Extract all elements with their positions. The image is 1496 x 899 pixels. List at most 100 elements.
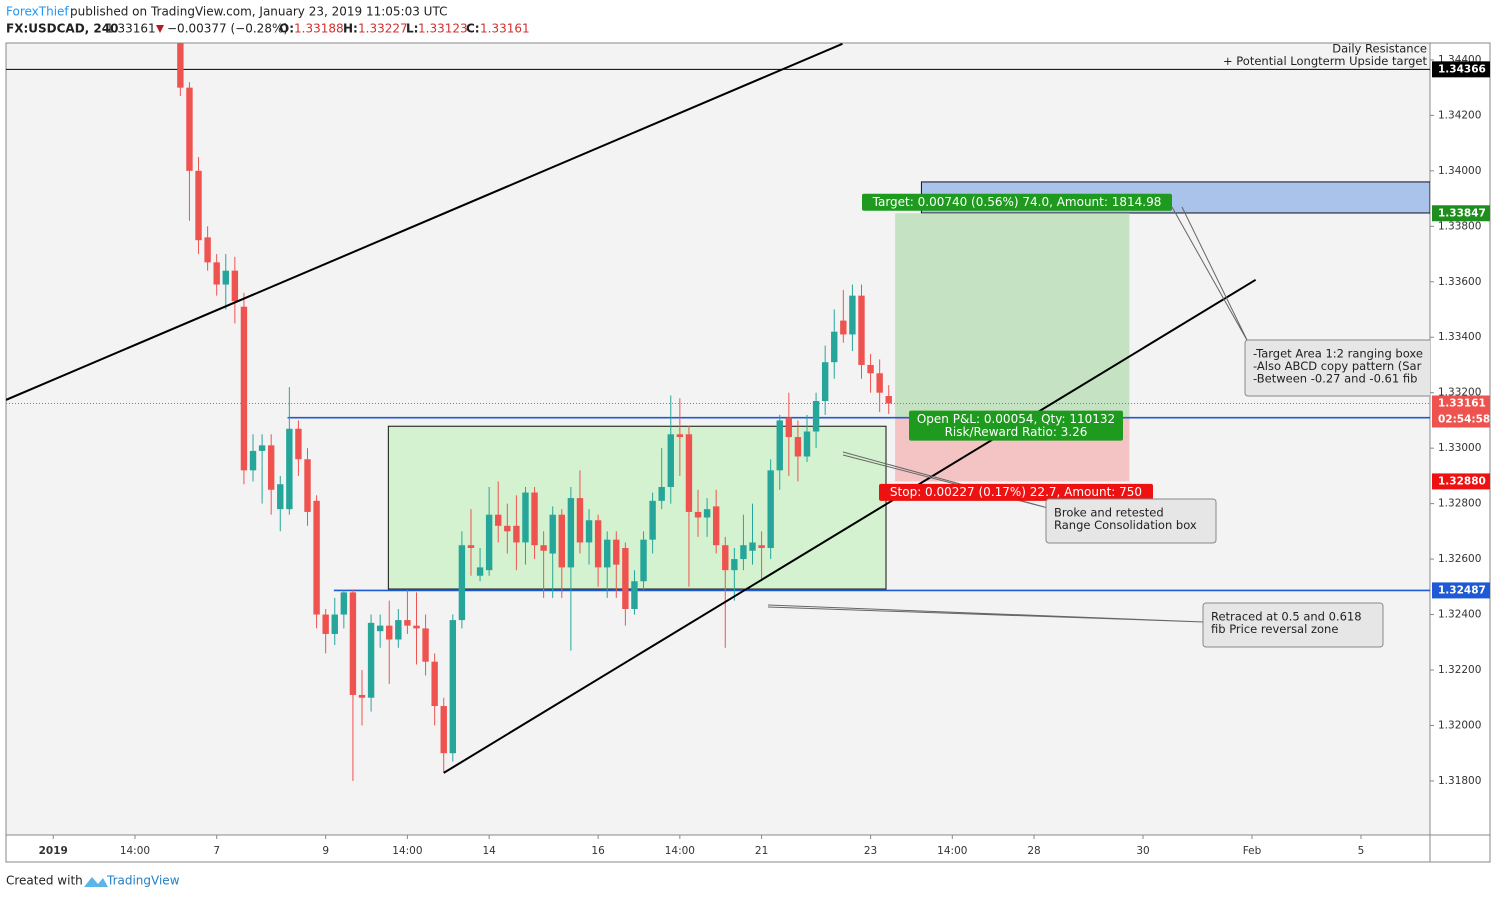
price-tag-label: 1.32487 (1438, 584, 1486, 596)
y-tick-label: 1.31800 (1438, 775, 1481, 787)
y-tick-label: 1.33400 (1438, 331, 1481, 343)
candle-body (858, 295, 865, 365)
price-tag (1432, 61, 1490, 78)
rr-label: Risk/Reward Ratio: 3.26 (945, 425, 1088, 439)
candle-body (449, 620, 457, 754)
candle-body (195, 170, 202, 241)
frame (5, 42, 1491, 863)
candle-body (631, 581, 638, 609)
candle-body (712, 506, 720, 546)
price-tag-label: 1.34366 (1438, 63, 1486, 75)
candle-body (885, 396, 892, 404)
x-tick-label: 14 (482, 845, 496, 857)
candle-body (776, 420, 783, 471)
countdown-label: 02:54:58 (1438, 414, 1490, 426)
candle-body (794, 437, 802, 457)
y-tick-label: 1.32400 (1438, 609, 1481, 621)
candle-body (358, 694, 366, 698)
candle-body (476, 567, 484, 576)
down-icon (156, 25, 164, 33)
candle-body (177, 43, 184, 88)
candle-body (458, 545, 466, 621)
x-tick-label: 14:00 (392, 845, 422, 857)
note-text: -Target Area 1:2 ranging boxe (1253, 347, 1423, 361)
note-text: -Also ABCD copy pattern (Sar (1253, 359, 1422, 373)
candle-body (349, 592, 357, 695)
candle-body (840, 320, 847, 335)
price-tag (1432, 473, 1490, 490)
x-tick-label: 14:00 (665, 845, 695, 857)
candle-body (812, 401, 820, 432)
candle-body (694, 511, 702, 518)
candle-body (267, 445, 275, 490)
candle-body (485, 514, 493, 571)
pnl-label: Open P&L: 0.00054, Qty: 110132 (917, 412, 1115, 426)
candle-body (367, 622, 375, 698)
position-label-bg (909, 410, 1123, 441)
target-label: Target: 0.00740 (0.56%) 74.0, Amount: 18… (872, 195, 1162, 209)
y-tick-label: 1.32800 (1438, 498, 1481, 510)
candle-body (831, 331, 838, 363)
open-value: 1.33188 (294, 22, 344, 36)
y-tick-label: 1.34000 (1438, 165, 1481, 177)
candle-body (767, 470, 774, 548)
logo (84, 877, 108, 887)
candle-body (431, 661, 438, 707)
x-tick-label: 21 (755, 845, 768, 857)
candle-body (513, 525, 520, 543)
countdown-tag (1432, 411, 1490, 428)
close-value: 1.33161 (480, 22, 530, 36)
x-tick-label: 5 (1358, 845, 1365, 857)
candle-body (876, 373, 883, 393)
candle-body (222, 270, 229, 285)
y-tick-label: 1.34200 (1438, 109, 1481, 121)
author: ForexThief (6, 5, 69, 19)
candle-body (240, 306, 248, 471)
price-tag (1432, 582, 1490, 599)
published: published on TradingView.com, January 23… (70, 5, 447, 19)
candle-body (331, 614, 338, 634)
note-text: Range Consolidation box (1054, 518, 1197, 532)
position-label-bg (862, 193, 1172, 211)
o-label: O: (279, 22, 294, 36)
h-label: H: (343, 22, 358, 36)
candle-body (395, 620, 402, 640)
candle-body (404, 620, 411, 626)
l-label: L: (406, 22, 418, 36)
candle-body (567, 498, 575, 568)
candle-body (740, 545, 747, 560)
candle-body (594, 520, 602, 568)
candle-body (649, 500, 656, 540)
stop-label: Stop: 0.00227 (0.17%) 22.7, Amount: 750 (890, 485, 1142, 499)
price-tag (1432, 205, 1490, 222)
footer-brand[interactable]: TradingView (106, 874, 180, 888)
note-box (1045, 498, 1217, 544)
candle-body (667, 434, 674, 487)
candle-body (313, 500, 320, 615)
candle-body (722, 545, 729, 571)
candle-body (231, 270, 239, 302)
resistance-text: + Potential Longterm Upside target (1223, 54, 1428, 68)
x-tick-label: Feb (1243, 845, 1262, 857)
candle-body (585, 520, 593, 543)
x-tick-label: 23 (864, 845, 877, 857)
candle-body (731, 559, 738, 571)
resistance-text: Daily Resistance (1332, 42, 1427, 56)
profit-zone (895, 213, 1130, 418)
note-text: Broke and retested (1054, 506, 1164, 520)
y-tick-label: 1.32000 (1438, 719, 1481, 731)
price-tag-label: 1.32880 (1438, 475, 1486, 487)
candle-body (186, 87, 193, 171)
candle-body (540, 545, 547, 551)
x-tick-label: 14:00 (937, 845, 967, 857)
candle-body (467, 545, 475, 548)
note-text: Retraced at 0.5 and 0.618 (1211, 610, 1362, 624)
candle-body (249, 450, 257, 471)
x-tick-label: 2019 (39, 845, 68, 857)
trendline (443, 278, 1257, 774)
last: 1.33161 (106, 22, 156, 36)
note-box (1244, 339, 1430, 397)
